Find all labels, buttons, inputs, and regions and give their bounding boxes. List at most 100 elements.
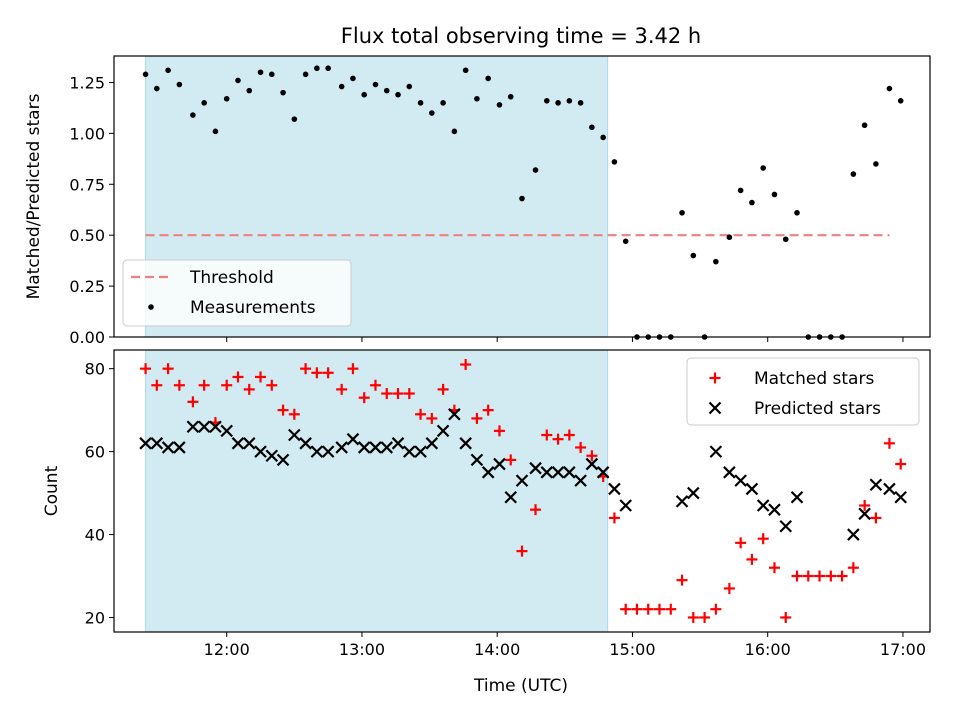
matched-star-point [859,500,871,512]
predicted-star-point [756,499,770,512]
predicted-star-point [231,437,245,450]
predicted-star-point [173,441,186,454]
measurement-point [190,112,196,118]
measurement-point [496,102,503,108]
predicted-star-point [310,445,324,458]
chart-title: Flux total observing time = 3.42 h [341,24,701,48]
matched-star-point [140,363,152,375]
matched-star-point [288,408,300,420]
x-tick-label: 14:00 [474,640,520,659]
predicted-star-point [369,441,382,454]
predicted-star-point [346,432,360,446]
measurement-point [154,85,160,92]
legend-predicted-swatch [708,401,722,415]
predicted-star-point [254,445,267,458]
predicted-star-point [220,424,233,438]
measurement-point [223,95,230,102]
measurement-point [417,100,424,106]
matched-star-point [415,408,427,420]
matched-star-point [883,437,895,449]
measurement-point [771,191,778,198]
predicted-star-point [448,408,461,421]
predicted-star-point [779,519,793,533]
matched-star-point [757,533,769,545]
matched-star-point [471,412,483,424]
measurement-point [406,83,413,90]
measurement-point [611,159,618,165]
measurement-point [212,128,219,135]
predicted-star-point [276,453,290,467]
measurement-point [737,187,744,194]
measurement-point [679,209,685,216]
matched-star-point [173,379,185,391]
predicted-star-point [470,453,484,467]
measurement-point [543,97,550,104]
matched-star-point [221,379,233,391]
y-tick-label: 0.25 [69,277,105,296]
predicted-star-point [425,437,439,450]
predicted-star-point [608,482,621,496]
measurement-point [713,258,719,265]
predicted-star-point [186,420,200,433]
predicted-star-point [675,495,689,508]
measurement-point [566,97,573,104]
measurement-point [165,67,171,74]
y-tick-label: 80 [85,360,105,379]
upper-y-axis-label: Matched/Predicted stars [24,93,44,299]
measurement-point [429,110,435,116]
matched-star-point [687,611,699,623]
measurement-point [897,97,904,104]
predicted-star-point [869,478,883,492]
matched-star-point [563,429,575,441]
x-tick-label: 15:00 [609,640,655,659]
observing-window-shade [145,349,609,633]
predicted-star-point [321,445,335,458]
matched-star-point [608,512,620,524]
legend-measurement-swatch [148,304,154,310]
matched-star-point [780,611,792,623]
matched-star-point [347,363,359,375]
measurement-point [372,81,379,88]
predicted-star-point [790,490,804,504]
matched-star-point [516,545,528,557]
matched-star-point [825,570,837,582]
x-tick-label: 12:00 [204,640,250,659]
measurement-point [176,81,183,88]
predicted-star-point [574,474,587,487]
matched-star-point [198,379,210,391]
measurement-point [760,165,766,171]
predicted-star-point [687,486,700,500]
matched-star-point [505,454,517,466]
measurement-point [474,95,480,102]
measurement-point [577,100,584,106]
matched-star-point [322,367,334,379]
predicted-star-point [209,420,222,433]
measurement-point [873,161,879,167]
matched-star-point [482,404,494,416]
matched-star-point [277,404,289,416]
matched-star-point [665,603,677,615]
predicted-star-point [563,466,576,479]
predicted-star-point [380,441,394,454]
matched-star-point [791,570,803,582]
matched-star-point [300,363,312,375]
matched-star-point [493,425,505,437]
matched-star-point [151,379,163,391]
predicted-star-point [299,437,312,450]
matched-star-point [699,611,711,623]
predicted-star-point [619,499,632,512]
predicted-star-point [768,503,781,516]
legend-matched-swatch [709,372,721,384]
predicted-star-point [596,466,610,479]
predicted-star-point [585,457,599,471]
predicted-star-point [493,457,506,471]
predicted-star-point [414,445,427,458]
matched-star-point [460,359,472,371]
measurement-point [314,65,320,72]
measurement-point [302,71,309,78]
predicted-star-point [529,461,542,475]
upper-panel: 0.00 0.25 0.50 0.75 1.00 1.25 Matched/Predict… [24,55,931,347]
measurement-point [257,69,264,76]
measurement-point [794,209,800,216]
predicted-star-point [540,466,554,479]
